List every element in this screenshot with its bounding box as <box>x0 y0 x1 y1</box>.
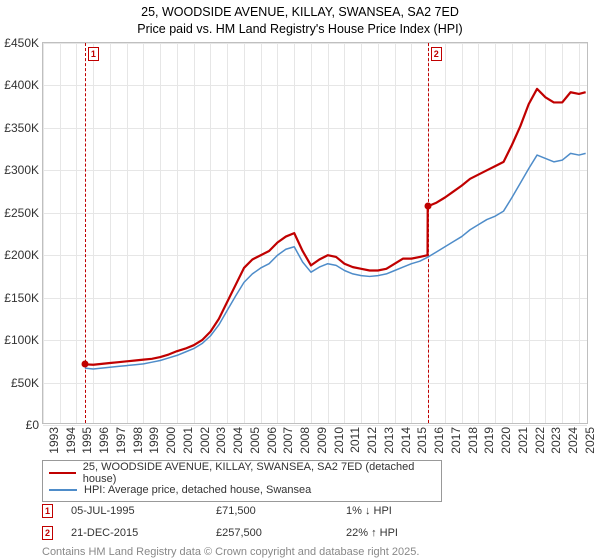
x-tick-label: 1996 <box>97 427 111 454</box>
sale-info-badge: 2 <box>42 526 53 540</box>
chart-title: 25, WOODSIDE AVENUE, KILLAY, SWANSEA, SA… <box>0 0 600 38</box>
x-tick-label: 1995 <box>80 427 94 454</box>
y-tick-label: £350K <box>4 121 39 135</box>
y-tick-label: £250K <box>4 206 39 220</box>
credit-line-1: Contains HM Land Registry data © Crown c… <box>42 545 419 560</box>
x-tick-label: 2011 <box>348 427 362 453</box>
sale-info-cell: 21-DEC-2015 <box>71 527 216 539</box>
legend-label: 25, WOODSIDE AVENUE, KILLAY, SWANSEA, SA… <box>83 461 435 485</box>
series-line <box>43 43 589 425</box>
x-tick-label: 2020 <box>499 427 513 454</box>
x-tick-label: 2008 <box>298 427 312 454</box>
sale-info-cell: 05-JUL-1995 <box>71 505 216 517</box>
x-tick-label: 1998 <box>131 427 145 454</box>
x-tick-label: 2006 <box>265 427 279 454</box>
legend: 25, WOODSIDE AVENUE, KILLAY, SWANSEA, SA… <box>42 460 442 502</box>
credit-text: Contains HM Land Registry data © Crown c… <box>42 545 419 560</box>
y-tick-label: £300K <box>4 163 39 177</box>
legend-label: HPI: Average price, detached house, Swan… <box>84 484 311 496</box>
x-tick-label: 2016 <box>432 427 446 454</box>
y-tick-label: £450K <box>4 36 39 50</box>
sale-info-row: 2 21-DEC-2015£257,50022% ↑ HPI <box>42 522 466 544</box>
sales-info-table: 1 05-JUL-1995£71,5001% ↓ HPI 2 21-DEC-2015£… <box>42 500 466 544</box>
y-tick-label: £0 <box>26 418 39 432</box>
title-line-2: Price paid vs. HM Land Registry's House … <box>0 21 600 38</box>
x-tick-label: 2022 <box>533 427 547 454</box>
y-tick-label: £200K <box>4 248 39 262</box>
x-tick-label: 2025 <box>583 427 597 454</box>
sale-info-row: 1 05-JUL-1995£71,5001% ↓ HPI <box>42 500 466 522</box>
sale-info-badge: 1 <box>42 504 53 518</box>
x-tick-label: 1997 <box>114 427 128 454</box>
x-tick-label: 2007 <box>281 427 295 454</box>
x-tick-label: 2012 <box>365 427 379 454</box>
x-tick-label: 2024 <box>566 427 580 454</box>
legend-swatch <box>49 489 77 491</box>
x-tick-label: 2019 <box>482 427 496 454</box>
x-tick-label: 1994 <box>64 427 78 454</box>
x-tick-label: 2017 <box>449 427 463 454</box>
sale-info-cell: 22% ↑ HPI <box>346 527 466 539</box>
x-tick-label: 2001 <box>181 427 195 454</box>
y-tick-label: £100K <box>4 333 39 347</box>
x-tick-label: 2023 <box>549 427 563 454</box>
sale-info-cell: £71,500 <box>216 505 346 517</box>
x-tick-label: 2010 <box>332 427 346 454</box>
x-tick-label: 2018 <box>466 427 480 454</box>
plot-area: £0£50K£100K£150K£200K£250K£300K£350K£400… <box>42 42 588 424</box>
x-tick-label: 2021 <box>516 427 530 454</box>
y-tick-label: £50K <box>11 376 39 390</box>
y-tick-label: £400K <box>4 78 39 92</box>
x-tick-label: 2005 <box>248 427 262 454</box>
x-tick-label: 1993 <box>47 427 61 454</box>
x-tick-label: 1999 <box>147 427 161 454</box>
y-tick-label: £150K <box>4 291 39 305</box>
x-tick-label: 2000 <box>164 427 178 454</box>
title-line-1: 25, WOODSIDE AVENUE, KILLAY, SWANSEA, SA… <box>0 4 600 21</box>
sale-info-cell: 1% ↓ HPI <box>346 505 466 517</box>
x-tick-label: 2013 <box>382 427 396 454</box>
legend-row: 25, WOODSIDE AVENUE, KILLAY, SWANSEA, SA… <box>49 464 435 481</box>
x-tick-label: 2002 <box>198 427 212 454</box>
x-tick-label: 2015 <box>415 427 429 454</box>
legend-swatch <box>49 472 76 474</box>
x-tick-label: 2009 <box>315 427 329 454</box>
x-tick-label: 2003 <box>214 427 228 454</box>
x-tick-label: 2014 <box>399 427 413 454</box>
x-tick-label: 2004 <box>231 427 245 454</box>
sale-info-cell: £257,500 <box>216 527 346 539</box>
